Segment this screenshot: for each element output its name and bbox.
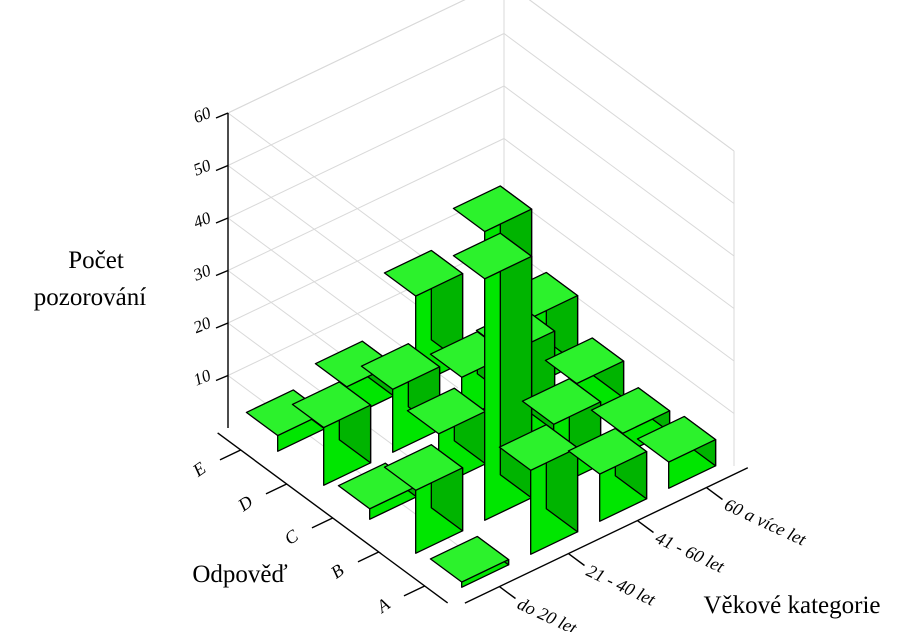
gridline-40 <box>227 85 735 389</box>
bar-face-top <box>544 337 625 385</box>
chart-labels: Počet pozorování Odpověď Věkové kategori… <box>34 103 881 632</box>
gridline-60 <box>227 0 735 284</box>
bar-face-top <box>360 343 441 390</box>
y-tick-label-30: 30 <box>190 260 214 285</box>
bar-A-2 <box>567 427 648 522</box>
bar-D-0 <box>291 381 372 486</box>
x-tick-label-1: 21 - 40 let <box>583 560 659 610</box>
y-tick-20 <box>215 322 229 329</box>
gridline-50 <box>227 32 735 336</box>
bar-face-top <box>636 415 717 463</box>
z-tick-B <box>357 551 379 563</box>
bar-face-top <box>383 444 464 491</box>
x-tick-0 <box>498 586 516 600</box>
z-tick-label-A: A <box>372 593 394 617</box>
y-axis-title-line-1: Počet <box>68 247 124 274</box>
z-tick-A <box>403 585 425 597</box>
bar-face-top <box>452 185 533 233</box>
z-tick-label-E: E <box>188 458 209 481</box>
z-tick-D <box>265 483 287 495</box>
bar-face-top <box>429 535 510 583</box>
z-tick-label-C: C <box>281 525 303 549</box>
z-tick-label-D: D <box>233 491 256 515</box>
y-tick-40 <box>215 217 229 224</box>
z-tick-label-B: B <box>327 560 347 583</box>
x-tick-2 <box>636 520 654 534</box>
x-tick-3 <box>705 487 723 501</box>
bar-face-top <box>590 387 671 434</box>
y-tick-label-60: 60 <box>191 103 214 127</box>
chart-bars <box>245 185 717 588</box>
y-tick-label-10: 10 <box>191 365 214 389</box>
bar-A-3 <box>636 415 717 489</box>
y-tick-30 <box>215 269 229 277</box>
bar-A-0 <box>429 535 510 588</box>
x-tick-label-3: 60 a více let <box>721 494 810 550</box>
y-tick-60 <box>215 112 229 119</box>
x-axis-title: Věkové kategorie <box>703 592 880 619</box>
chart-axes <box>215 112 749 604</box>
bar-face-top <box>406 387 487 435</box>
bar-face-top <box>452 232 533 280</box>
y-tick-label-40: 40 <box>191 208 214 232</box>
y-tick-label-50: 50 <box>191 155 214 179</box>
bar-B-0 <box>383 444 464 554</box>
bar-face-top <box>291 381 372 429</box>
z-tick-E <box>219 449 241 461</box>
x-axis-line <box>464 467 749 604</box>
y-tick-label-20: 20 <box>191 313 214 337</box>
wall-top-edge <box>227 0 735 152</box>
bar-face-top <box>521 378 602 425</box>
x-tick-label-2: 41 - 60 let <box>652 527 728 577</box>
x-tick-1 <box>567 553 585 567</box>
bar-face-top <box>498 424 579 471</box>
y-axis-title-line-2: pozorování <box>34 284 147 311</box>
z-axis-title: Odpověď <box>192 561 287 588</box>
bar-face-top <box>383 249 464 297</box>
x-tick-label-0: do 20 let <box>514 593 580 632</box>
y-tick-50 <box>215 164 229 172</box>
z-tick-C <box>311 517 333 529</box>
bar-face-top <box>567 427 648 475</box>
y-tick-10 <box>215 374 229 382</box>
